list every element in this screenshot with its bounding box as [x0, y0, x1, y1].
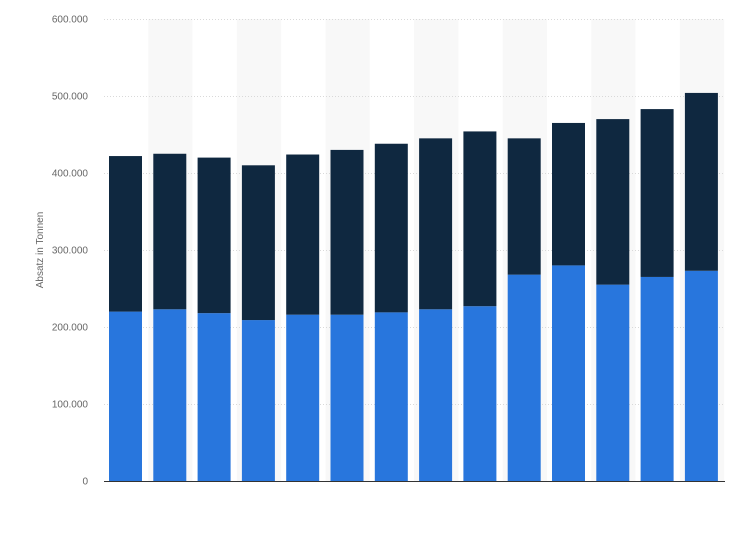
- bar-segment-series-1: [640, 276, 674, 481]
- bar-segment-series-1: [507, 274, 541, 481]
- bar-segment-series-1: [330, 314, 364, 481]
- bar-segment-series-1: [552, 265, 585, 481]
- bar-segment-series-2: [286, 154, 320, 315]
- bar-segment-series-1: [684, 270, 718, 481]
- bars: [109, 92, 718, 481]
- bar-segment-series-2: [374, 143, 408, 313]
- bar-segment-series-1: [286, 314, 320, 481]
- bar-segment-series-1: [197, 313, 231, 481]
- y-tick-label: 500.000: [52, 92, 89, 103]
- y-tick-label: 600.000: [52, 15, 89, 26]
- bar-segment-series-2: [197, 157, 231, 314]
- y-tick-label: 0: [82, 477, 88, 488]
- bar-segment-series-1: [109, 311, 142, 481]
- bar-segment-series-1: [463, 306, 497, 481]
- bar-segment-series-2: [109, 156, 142, 312]
- bar-segment-series-2: [507, 138, 541, 275]
- bar-segment-series-2: [596, 119, 630, 285]
- bar-segment-series-2: [463, 131, 497, 307]
- y-tick-label: 400.000: [52, 169, 89, 180]
- bar-segment-series-2: [241, 165, 275, 321]
- y-axis-title: Absatz in Tonnen: [35, 212, 46, 289]
- bar-segment-series-2: [640, 109, 674, 277]
- y-tick-label: 200.000: [52, 323, 89, 334]
- bar-segment-series-2: [684, 92, 718, 271]
- y-tick-label: 300.000: [52, 246, 89, 257]
- y-axis-ticks: 0 100.000 200.000 300.000 400.000 500.000 600.…: [52, 15, 89, 488]
- bar-segment-series-1: [374, 312, 408, 481]
- bar-segment-series-2: [153, 153, 187, 310]
- bar-segment-series-1: [241, 320, 275, 481]
- bar-segment-series-1: [153, 309, 187, 481]
- bar-segment-series-2: [552, 122, 585, 266]
- bar-segment-series-2: [419, 138, 453, 310]
- bar-segment-series-2: [330, 149, 364, 315]
- y-tick-label: 100.000: [52, 400, 89, 411]
- bar-segment-series-1: [419, 309, 453, 481]
- bar-segment-series-1: [596, 284, 630, 481]
